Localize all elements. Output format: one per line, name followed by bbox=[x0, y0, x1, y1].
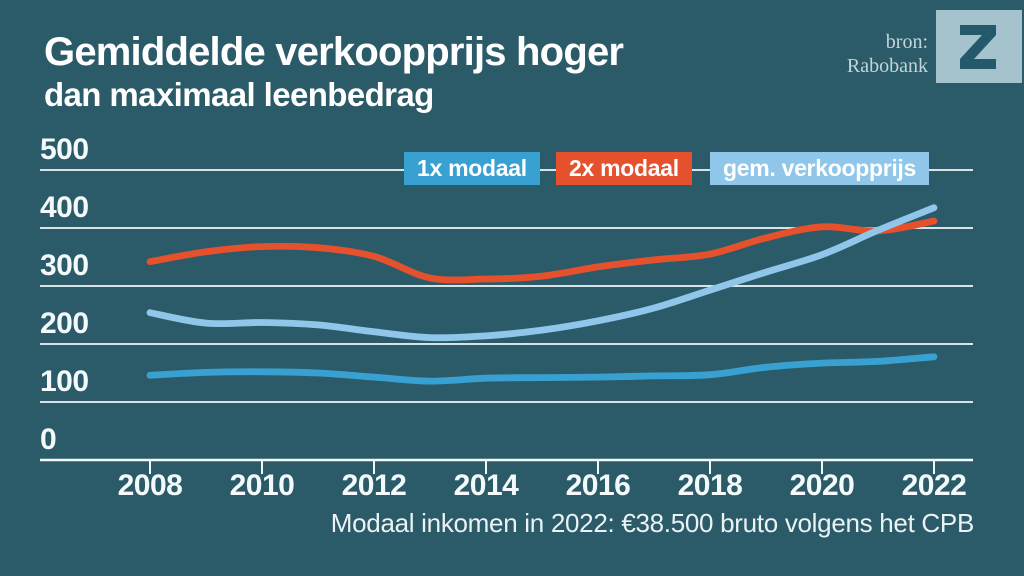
source-label: bron: bbox=[885, 31, 928, 53]
source-name: Rabobank bbox=[846, 55, 928, 77]
legend-label: gem. verkoopprijs bbox=[723, 155, 917, 181]
legend-badge-2x-modaal: 2x modaal bbox=[556, 152, 692, 185]
x-axis-label-2022: 2022 bbox=[901, 469, 967, 502]
z-logo-icon bbox=[960, 24, 996, 69]
x-axis-label-2014: 2014 bbox=[453, 469, 519, 502]
x-axis-label-2016: 2016 bbox=[565, 469, 631, 502]
y-axis-label-400: 400 bbox=[40, 191, 89, 224]
x-axis-label-2008: 2008 bbox=[117, 469, 183, 502]
series-line-2x-modaal bbox=[146, 217, 938, 284]
title-line2: dan maximaal leenbedrag bbox=[44, 76, 434, 113]
y-axis-label-300: 300 bbox=[40, 249, 89, 282]
x-axis-label-2020: 2020 bbox=[789, 469, 855, 502]
page-title: Gemiddelde verkoopprijs hoger dan maxima… bbox=[44, 28, 624, 114]
rtlz-logo bbox=[936, 10, 1022, 83]
x-axis-label-2012: 2012 bbox=[341, 469, 407, 502]
y-axis-label-200: 200 bbox=[40, 307, 89, 340]
y-axis-label-100: 100 bbox=[40, 365, 89, 398]
legend-badge-1x-modaal: 1x modaal bbox=[404, 152, 540, 185]
x-axis-label-2018: 2018 bbox=[677, 469, 743, 502]
legend-label: 1x modaal bbox=[417, 155, 527, 181]
y-axis-label-500: 500 bbox=[40, 133, 89, 166]
series-line-1x-modaal bbox=[146, 353, 938, 385]
title-line1: Gemiddelde verkoopprijs hoger bbox=[44, 30, 624, 74]
x-axis-label-2010: 2010 bbox=[229, 469, 295, 502]
legend-label: 2x modaal bbox=[569, 155, 679, 181]
legend-badge-gem-verkoopprijs: gem. verkoopprijs bbox=[710, 152, 930, 185]
source-attribution: bron: Rabobank bbox=[847, 30, 928, 78]
y-axis-label-0: 0 bbox=[40, 423, 57, 456]
chart-legend: 1x modaal 2x modaal gem. verkoopprijs bbox=[0, 152, 1024, 185]
series-line-gem-verkoopprijs bbox=[146, 204, 938, 342]
chart-footnote: Modaal inkomen in 2022: €38.500 bruto vo… bbox=[330, 508, 975, 538]
